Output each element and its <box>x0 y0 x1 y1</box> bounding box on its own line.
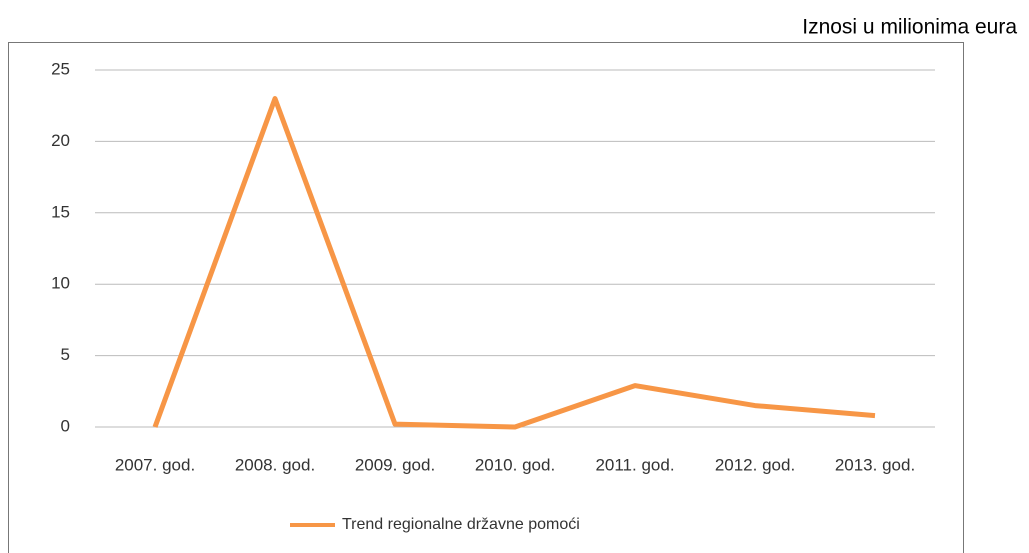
y-tick-label: 10 <box>51 274 70 293</box>
x-tick-label: 2008. god. <box>235 455 315 474</box>
legend-label: Trend regionalne državne pomoći <box>342 516 580 533</box>
data-line <box>152 96 876 430</box>
x-tick-label: 2009. god. <box>355 455 435 474</box>
x-tick-label: 2007. god. <box>115 455 195 474</box>
x-tick-label: 2011. god. <box>595 455 674 474</box>
x-tick-label: 2012. god. <box>715 455 795 474</box>
y-tick-label: 25 <box>51 59 70 78</box>
annotation: Iznosi u milionima eura <box>802 16 1017 39</box>
x-tick-label: 2010. god. <box>475 455 555 474</box>
y-tick-label: 5 <box>61 345 70 364</box>
y-tick-label: 20 <box>51 131 70 150</box>
chart-frame <box>8 42 964 553</box>
y-tick-label: 15 <box>51 202 70 221</box>
y-tick-label: 0 <box>61 416 70 435</box>
x-tick-label: 2013. god. <box>835 455 915 474</box>
